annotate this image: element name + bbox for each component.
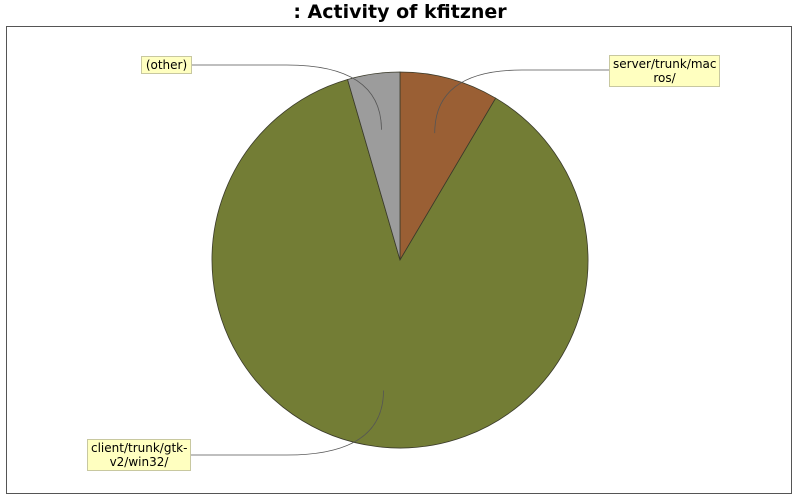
slice-server-trunk-macros bbox=[399, 71, 497, 262]
leader-client-trunk-gtk-v2-win32 bbox=[191, 390, 384, 456]
label-server-trunk-macros: server/trunk/mac ros/ bbox=[609, 55, 720, 87]
label-client-trunk-gtk-v2-win32: client/trunk/gtk- v2/win32/ bbox=[87, 439, 191, 471]
label-line-2: ros/ bbox=[653, 71, 676, 85]
leader-server-trunk-macros bbox=[434, 69, 609, 134]
chart-title: : Activity of kfitzner bbox=[293, 1, 507, 23]
label-line-2: v2/win32/ bbox=[109, 455, 169, 469]
label-line-1: client/trunk/gtk- bbox=[91, 441, 188, 455]
label-other: (other) bbox=[141, 56, 192, 74]
slice-client-trunk-gtk-v2-win32 bbox=[211, 78, 589, 449]
slice-other bbox=[347, 71, 401, 261]
leader-other bbox=[192, 64, 382, 130]
label-line-1: server/trunk/mac bbox=[613, 57, 717, 71]
label-line-1: (other) bbox=[145, 58, 188, 72]
plot-area bbox=[6, 26, 792, 494]
